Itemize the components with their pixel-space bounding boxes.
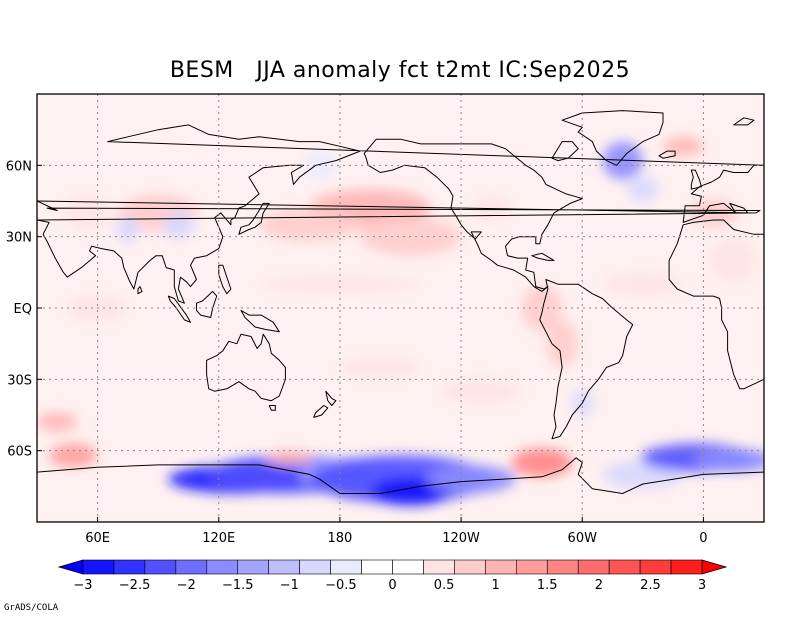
colorbar-swatch: [144, 559, 177, 575]
coastline-sumatra: [167, 295, 191, 323]
colorbar-swatch: [82, 559, 115, 575]
lon-label: 120W: [442, 531, 480, 546]
coastline-tasmania: [268, 405, 276, 411]
colorbar-swatch: [237, 559, 270, 575]
anomaly-patch: [602, 272, 684, 297]
coastline-australia: [206, 333, 286, 402]
lat-label: 60N: [6, 159, 32, 174]
plot-area: [37, 94, 800, 522]
colorbar-swatch: [330, 559, 362, 575]
coastline-uk: [690, 169, 702, 190]
credit-text: GrADS/COLA: [4, 603, 59, 613]
coastline-greenland: [561, 110, 664, 166]
coastline-south-america: [539, 279, 634, 440]
coastline-africa: [668, 219, 764, 390]
coastline-cuba: [531, 252, 555, 261]
coastline-new-zealand-n: [325, 390, 337, 406]
colorbar-swatch: [392, 559, 424, 575]
colorbar-high-arrow: [701, 559, 728, 575]
coastline-japan: [238, 202, 270, 235]
anomaly-patch: [259, 274, 421, 294]
coastline-north-america: [363, 138, 583, 292]
lon-label: 0: [699, 531, 707, 546]
colorbar-tick-label: −2: [177, 578, 196, 593]
lat-label: 30N: [6, 231, 32, 246]
lon-label: 60W: [568, 531, 598, 546]
map-title: BESM JJA anomaly fct t2mt IC:Sep2025: [169, 58, 631, 83]
coastline-baffin: [551, 141, 579, 162]
colorbar-tick-label: −1.5: [222, 578, 254, 593]
colorbar-swatch: [175, 559, 208, 575]
colorbar-swatch: [454, 559, 486, 575]
coastline-iceland: [658, 150, 676, 159]
anomaly-patch: [693, 448, 764, 473]
colorbar-swatch: [485, 559, 517, 575]
colorbar-tick-label: −1: [280, 578, 299, 593]
colorbar-tick-label: 3: [698, 578, 706, 593]
colorbar-swatch: [423, 559, 455, 575]
colorbar-swatch: [113, 559, 146, 575]
colorbar-tick-label: 0.5: [434, 578, 455, 593]
colorbar-swatch: [268, 559, 300, 575]
anomaly-patch: [259, 208, 361, 242]
coastline-madagascar: [790, 337, 800, 368]
colorbar: −3 −2.5 −2 −1.5 −1 −0.5 0 0.5 1 1.5 2 2.5 3: [57, 559, 728, 593]
coastlines: [37, 110, 800, 522]
lon-label: 120E: [202, 531, 235, 546]
coastline-new-guinea: [240, 309, 280, 333]
colorbar-swatch: [206, 559, 239, 575]
lat-label: 60S: [7, 445, 32, 460]
anomaly-patch: [511, 448, 573, 477]
coastline-philippines: [218, 264, 232, 295]
colorbar-swatch: [608, 559, 641, 575]
lon-label: 180: [328, 531, 353, 546]
anomaly-patch: [37, 412, 78, 432]
colorbar-swatch: [577, 559, 610, 575]
colorbar-low-arrow: [57, 559, 84, 575]
colorbar-tick-label: −0.5: [325, 578, 357, 593]
longitude-labels: 60E 120E 180 120W 60W 0: [85, 517, 708, 546]
anomaly-patch: [162, 210, 195, 240]
anomaly-patch: [663, 136, 704, 156]
colorbar-tick-label: −3: [73, 578, 92, 593]
coastline-new-zealand-s: [313, 405, 329, 418]
colorbar-tick-label: 2.5: [640, 578, 661, 593]
latitude-labels: 60N 30N EQ 30S 60S: [6, 159, 42, 460]
colorbar-swatch: [546, 559, 579, 575]
colorbar-swatch: [361, 559, 393, 575]
coastline-eurasia: [37, 124, 764, 304]
anomaly-patch: [63, 193, 112, 232]
lat-label: EQ: [14, 302, 32, 317]
anomaly-patch: [545, 319, 579, 368]
coastline-svalbard: [733, 117, 755, 126]
anomaly-patch: [626, 177, 659, 201]
colorbar-tick-label: 1: [492, 578, 500, 593]
anomaly-patch: [265, 450, 314, 465]
colorbar-swatch: [639, 559, 672, 575]
colorbar-swatch: [515, 559, 548, 575]
anomaly-patch: [115, 217, 140, 242]
colorbar-tick-label: −2.5: [119, 578, 151, 593]
anomaly-patch: [339, 355, 421, 380]
anomaly-patch: [709, 236, 758, 285]
colorbar-tick-label: 0: [388, 578, 396, 593]
colorbar-tick-label: 2: [595, 578, 603, 593]
colorbar-swatch: [670, 559, 703, 575]
lon-label: 60E: [85, 531, 110, 546]
gridlines: [37, 94, 764, 522]
anomaly-patch: [49, 443, 98, 468]
coastline-antarctica: [37, 457, 764, 522]
lat-label: 30S: [7, 373, 32, 388]
anomaly-patch: [440, 376, 522, 406]
coastline-sri-lanka: [137, 286, 143, 295]
colorbar-swatch: [299, 559, 331, 575]
colorbar-tick-label: 1.5: [537, 578, 558, 593]
anomaly-patch: [426, 464, 516, 494]
